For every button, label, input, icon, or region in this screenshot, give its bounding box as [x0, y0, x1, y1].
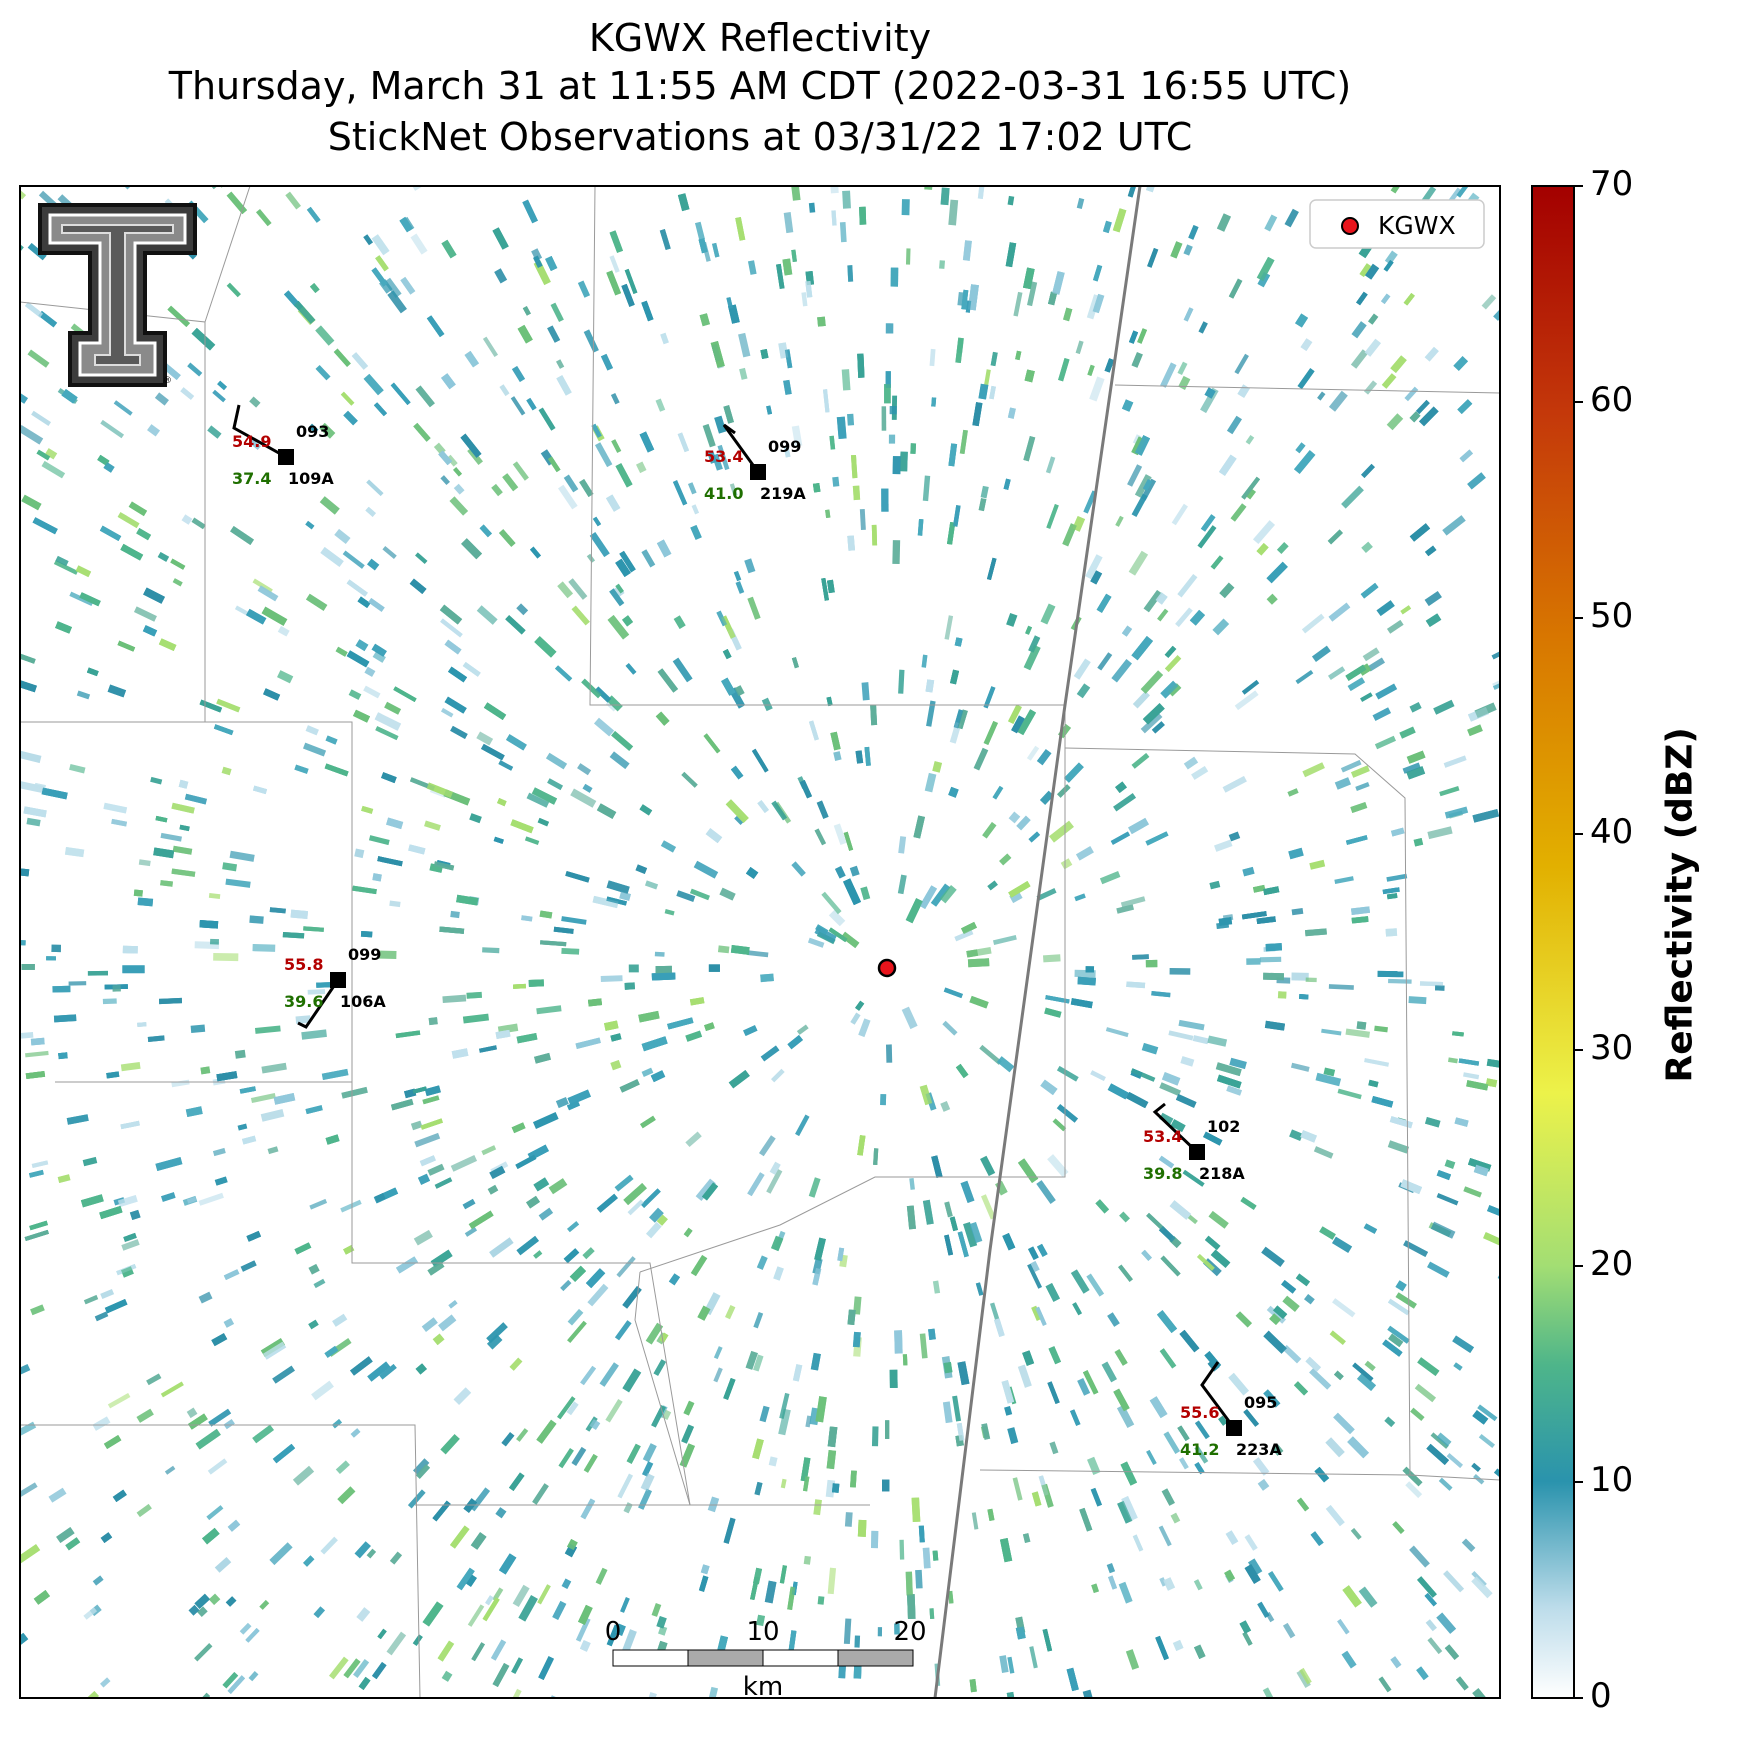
station-pressure: 102	[1207, 1117, 1240, 1136]
station-dewpoint: 41.2	[1180, 1440, 1219, 1459]
station-id: 106A	[340, 992, 386, 1011]
colorbar-tick-label: 0	[1590, 1676, 1612, 1716]
title-line-1: KGWX Reflectivity	[588, 16, 932, 60]
station-id: 223A	[1236, 1440, 1282, 1459]
title-line-3: StickNet Observations at 03/31/22 17:02 …	[327, 115, 1193, 159]
colorbar-title: Reflectivity (dBZ)	[1659, 727, 1701, 1083]
texas-tech-logo-icon: ®	[38, 203, 197, 387]
station-109A[interactable]: 54.9 093 37.4 109A	[232, 404, 334, 488]
scale-tick-0: 0	[605, 1617, 622, 1647]
colorbar-tick-label: 20	[1590, 1244, 1634, 1284]
wind-barb-icon	[1200, 1361, 1236, 1429]
title-line-2: Thursday, March 31 at 11:55 AM CDT (2022…	[168, 64, 1352, 108]
station-218A[interactable]: 53.4 102 39.8 218A	[1143, 1102, 1245, 1183]
svg-text:®: ®	[163, 376, 172, 386]
colorbar	[1531, 185, 1583, 1699]
colorbar-tick-label: 70	[1590, 164, 1634, 204]
legend-marker-icon	[1341, 217, 1359, 235]
scale-tick-20: 20	[893, 1617, 926, 1647]
station-temperature: 54.9	[232, 432, 271, 451]
station-marker-icon	[750, 464, 766, 480]
scale-unit: km	[743, 1672, 783, 1702]
station-marker-icon	[1226, 1420, 1242, 1436]
station-id: 109A	[288, 469, 334, 488]
legend-label: KGWX	[1378, 211, 1456, 240]
colorbar-tick-label: 40	[1590, 812, 1634, 852]
station-dewpoint: 37.4	[232, 469, 271, 488]
station-106A[interactable]: 55.8 099 39.6 106A	[284, 945, 386, 1029]
station-dewpoint: 39.8	[1143, 1164, 1182, 1183]
colorbar-gradient	[1531, 185, 1575, 1699]
wind-barb-icon	[722, 423, 760, 473]
reflectivity-echoes	[20, 186, 1500, 1698]
colorbar-tick-label: 50	[1590, 596, 1634, 636]
scale-tick-10: 10	[746, 1617, 779, 1647]
county-boundaries	[20, 186, 1500, 1698]
sticknet-stations: 54.9 093 37.4 109A 53.4 099 41.0 219A 55.8 099 39.…	[232, 404, 1282, 1459]
station-marker-icon	[330, 972, 346, 988]
station-pressure: 093	[296, 422, 329, 441]
map-frame	[19, 185, 1501, 1699]
station-id: 218A	[1199, 1164, 1245, 1183]
wind-barb-icon	[232, 404, 287, 459]
station-219A[interactable]: 53.4 099 41.0 219A	[704, 423, 806, 503]
map-legend: KGWX	[1309, 199, 1485, 249]
station-dewpoint: 41.0	[704, 484, 743, 503]
station-pressure: 095	[1244, 1393, 1277, 1412]
station-223A[interactable]: 55.6 095 41.2 223A	[1180, 1361, 1282, 1459]
station-marker-icon	[278, 449, 294, 465]
station-temperature: 55.8	[284, 955, 323, 974]
station-marker-icon	[1189, 1144, 1205, 1160]
station-pressure: 099	[348, 945, 381, 964]
station-pressure: 099	[768, 437, 801, 456]
wind-barb-icon	[297, 979, 340, 1029]
scale-bar: 0 10 20 km	[605, 1617, 927, 1702]
colorbar-tick-label: 10	[1590, 1460, 1634, 1500]
station-dewpoint: 39.6	[284, 992, 323, 1011]
station-id: 219A	[760, 484, 806, 503]
kgwx-radar-marker[interactable]	[877, 958, 897, 978]
station-temperature: 55.6	[1180, 1403, 1219, 1422]
colorbar-tick-label: 60	[1590, 380, 1634, 420]
station-temperature: 53.4	[1143, 1127, 1182, 1146]
station-temperature: 53.4	[704, 447, 743, 466]
wind-barb-icon	[1152, 1102, 1199, 1154]
state-border	[933, 186, 1142, 1698]
colorbar-tick-label: 30	[1590, 1028, 1634, 1068]
